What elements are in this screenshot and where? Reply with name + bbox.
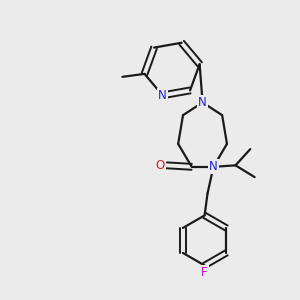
Text: N: N [209,160,218,173]
Text: F: F [201,266,208,279]
Text: N: N [158,89,167,102]
Text: N: N [198,96,207,109]
Text: O: O [155,159,164,172]
